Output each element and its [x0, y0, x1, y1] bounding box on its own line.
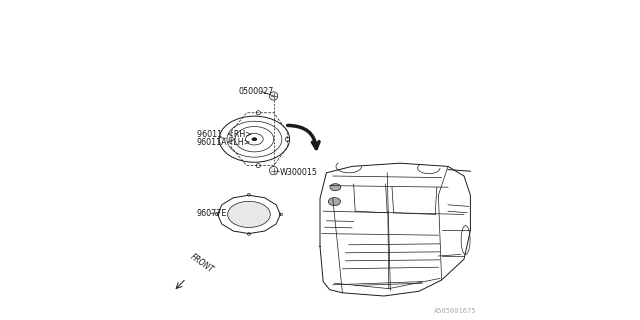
- Text: W300015: W300015: [280, 168, 317, 177]
- Text: FRONT: FRONT: [189, 252, 215, 275]
- Ellipse shape: [228, 201, 270, 228]
- Text: 96011  <RH>: 96011 <RH>: [197, 130, 252, 139]
- Text: 96011A<LH>: 96011A<LH>: [197, 138, 251, 147]
- Ellipse shape: [328, 198, 340, 206]
- Ellipse shape: [252, 137, 257, 141]
- Circle shape: [269, 92, 278, 100]
- Circle shape: [269, 166, 278, 175]
- Text: 96077E: 96077E: [197, 209, 227, 218]
- Text: 0500027: 0500027: [239, 87, 274, 96]
- Ellipse shape: [330, 184, 341, 191]
- Text: A505001675: A505001675: [435, 308, 477, 314]
